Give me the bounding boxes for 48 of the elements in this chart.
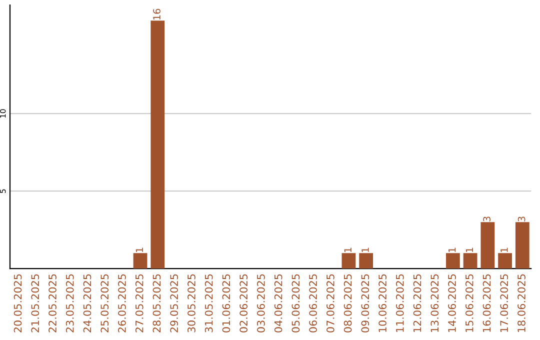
x-tick-label: 02.06.2025 — [240, 274, 248, 332]
x-tick-label: 21.05.2025 — [31, 274, 40, 332]
data-label: 3 — [483, 216, 490, 222]
x-tick-label: 22.05.2025 — [48, 274, 56, 332]
x-tick-label: 14.06.2025 — [448, 274, 456, 332]
x-tick-label: 11.06.2025 — [396, 274, 404, 332]
bar — [480, 222, 495, 269]
x-tick-label: 26.05.2025 — [118, 274, 126, 332]
x-tick-label: 18.06.2025 — [518, 274, 526, 332]
bar — [498, 253, 512, 269]
data-label: 1 — [344, 248, 352, 252]
data-label: 16 — [153, 8, 160, 20]
x-tick-label: 16.06.2025 — [482, 274, 491, 332]
x-tick-label: 25.05.2025 — [100, 274, 109, 332]
x-tick-label: 20.05.2025 — [14, 274, 22, 332]
x-tick-label: 24.05.2025 — [83, 274, 92, 332]
x-tick-label: 07.06.2025 — [326, 274, 334, 332]
x-tick-label: 23.05.2025 — [66, 274, 74, 332]
x-tick-label: 31.05.2025 — [204, 274, 213, 332]
x-tick-label: 30.05.2025 — [188, 274, 196, 332]
data-label: 1 — [500, 248, 508, 252]
bar — [446, 253, 460, 269]
x-tick-label: 27.05.2025 — [135, 274, 144, 332]
data-label: 1 — [362, 248, 369, 252]
x-tick-label: 29.05.2025 — [170, 274, 178, 332]
x-tick-label: 12.06.2025 — [413, 274, 422, 332]
x-tick-label: 04.06.2025 — [274, 274, 282, 332]
bar — [515, 222, 530, 269]
x-tick-label: 08.06.2025 — [344, 274, 352, 332]
x-tick-label: 28.05.2025 — [152, 274, 161, 332]
x-tick-label: 17.06.2025 — [500, 274, 508, 332]
data-label: 1 — [466, 248, 473, 252]
x-tick-label: 05.06.2025 — [292, 274, 300, 332]
bar — [359, 253, 374, 269]
x-tick-label: 06.06.2025 — [309, 274, 317, 332]
x-tick-label: 09.06.2025 — [361, 274, 370, 332]
x-tick-label: 01.06.2025 — [222, 274, 230, 332]
x-tick-label: 15.06.2025 — [465, 274, 474, 332]
data-label: 3 — [518, 216, 526, 222]
x-tick-label: 13.06.2025 — [430, 274, 439, 332]
data-label: 1 — [136, 248, 143, 252]
bar — [133, 253, 148, 269]
bar — [150, 20, 165, 269]
bar — [463, 253, 478, 269]
data-label: 1 — [448, 248, 456, 252]
bar — [342, 253, 356, 269]
x-tick-label: 10.06.2025 — [378, 274, 386, 332]
x-tick-label: 03.06.2025 — [257, 274, 265, 332]
